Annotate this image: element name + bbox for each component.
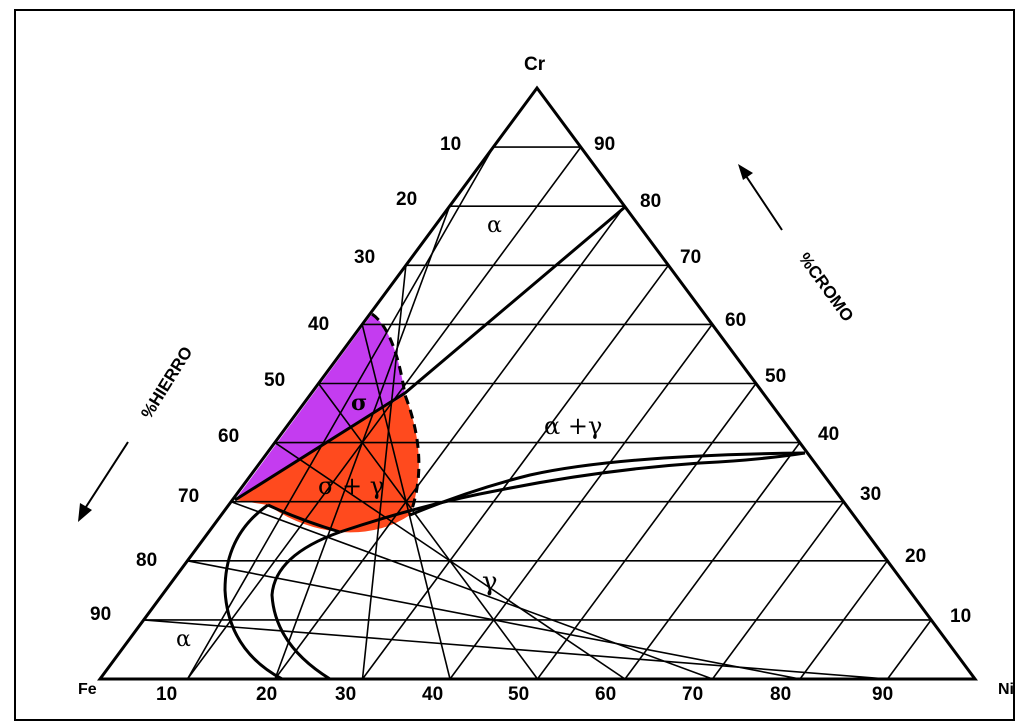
right-tick-label: 30 bbox=[860, 484, 881, 505]
sigma-gamma-phase-label: σ + γ bbox=[318, 472, 384, 500]
grid-line bbox=[711, 501, 845, 679]
bottom-tick-label: 60 bbox=[595, 684, 616, 705]
right-edge-ticks: 90 80 70 60 50 40 30 20 10 bbox=[594, 134, 971, 627]
gamma-boundary-right bbox=[339, 451, 806, 534]
sigma-phase-label: σ bbox=[351, 390, 367, 416]
chromium-direction-arrow-icon bbox=[738, 164, 783, 231]
bottom-tick-label: 10 bbox=[156, 684, 177, 705]
right-tick-label: 20 bbox=[905, 546, 926, 567]
left-edge-ticks: 10 20 30 40 50 60 70 80 90 bbox=[90, 134, 461, 625]
iron-axis-label: %HIERRO bbox=[137, 343, 196, 422]
alpha-boundary-top bbox=[234, 205, 626, 502]
sigma-gamma-lower-boundary bbox=[267, 503, 341, 534]
bottom-tick-label: 80 bbox=[770, 684, 791, 705]
right-tick-label: 50 bbox=[765, 366, 786, 387]
sigma-region-dashed-border bbox=[371, 312, 421, 516]
bottom-tick-label: 30 bbox=[335, 684, 356, 705]
bottom-tick-label: 50 bbox=[508, 684, 529, 705]
right-tick-label: 60 bbox=[725, 310, 746, 331]
alpha-gamma-phase-label: α +γ bbox=[544, 412, 602, 440]
bottom-tick-label: 90 bbox=[872, 684, 893, 705]
chromium-axis-label: %CROMO bbox=[795, 249, 858, 325]
grid-line bbox=[317, 383, 539, 679]
left-tick-label: 60 bbox=[218, 426, 239, 447]
figure-frame bbox=[14, 9, 1015, 721]
ternary-grid bbox=[143, 146, 932, 679]
alpha-bottom-phase-label: α bbox=[176, 627, 191, 652]
bottom-tick-label: 40 bbox=[422, 684, 443, 705]
grid-line bbox=[536, 383, 757, 679]
left-tick-label: 90 bbox=[90, 604, 111, 625]
bottom-edge-ticks: 10 20 30 40 50 60 70 80 90 bbox=[156, 684, 893, 705]
vertex-ni-label: Ni bbox=[998, 681, 1014, 698]
left-tick-label: 50 bbox=[264, 370, 285, 391]
vertex-fe-label: Fe bbox=[78, 681, 97, 698]
grid-line bbox=[143, 619, 888, 679]
alpha-gamma-boundary bbox=[409, 451, 806, 517]
gamma-phase-label: γ bbox=[482, 567, 498, 597]
bottom-tick-label: 70 bbox=[682, 684, 703, 705]
left-tick-label: 40 bbox=[308, 314, 329, 335]
left-tick-label: 10 bbox=[440, 134, 461, 155]
left-tick-label: 70 bbox=[178, 486, 199, 507]
iron-direction-arrow-icon bbox=[78, 441, 129, 522]
right-tick-label: 10 bbox=[950, 606, 971, 627]
right-tick-label: 90 bbox=[594, 134, 615, 155]
left-tick-label: 30 bbox=[354, 247, 375, 268]
sigma-region bbox=[235, 314, 405, 500]
grid-line bbox=[361, 264, 670, 679]
triangle-outline bbox=[97, 85, 978, 681]
right-tick-label: 40 bbox=[818, 424, 839, 445]
right-tick-label: 80 bbox=[640, 191, 661, 212]
alpha-top-phase-label: α bbox=[487, 213, 502, 238]
alpha-boundary-bottom bbox=[223, 503, 283, 681]
vertex-cr-label: Cr bbox=[524, 54, 546, 75]
grid-line bbox=[886, 619, 932, 679]
gamma-boundary-inner bbox=[270, 530, 341, 681]
grid-line bbox=[230, 500, 713, 679]
left-tick-label: 20 bbox=[396, 189, 417, 210]
left-tick-label: 80 bbox=[136, 550, 157, 571]
bottom-tick-label: 20 bbox=[256, 684, 277, 705]
right-tick-label: 70 bbox=[680, 247, 701, 268]
